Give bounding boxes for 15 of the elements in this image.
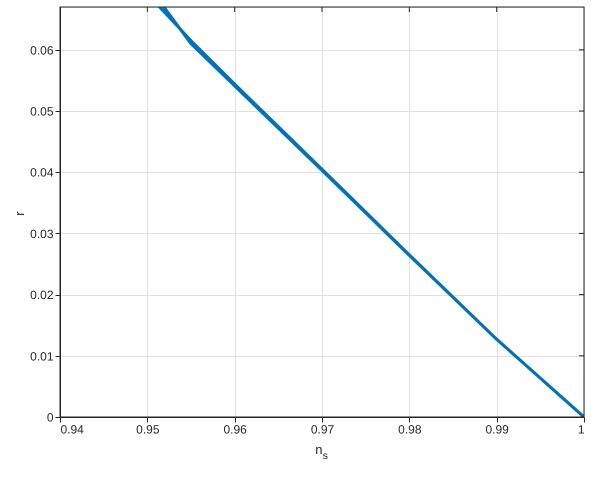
y-tick-label: 0: [46, 410, 54, 424]
x-tick-label: 0.99: [485, 422, 510, 436]
y-tick-label: 0.03: [30, 226, 54, 241]
y-tick-label: 0.01: [30, 349, 54, 364]
y-tick-label: 0.04: [30, 166, 54, 180]
x-tick-label: 1: [578, 422, 585, 436]
x-tick-label: 0.94: [60, 422, 84, 436]
x-tick-label: 0.98: [398, 422, 422, 436]
y-tick-label: 0.02: [30, 288, 54, 302]
x-tick-label: 0.97: [310, 422, 334, 436]
y-axis-title: r: [12, 210, 27, 216]
x-tick-label: 0.96: [223, 422, 248, 436]
y-tick-label: 0.06: [30, 43, 54, 58]
y-tick-label: 0.05: [30, 104, 54, 119]
x-tick-label: 0.95: [136, 422, 160, 436]
